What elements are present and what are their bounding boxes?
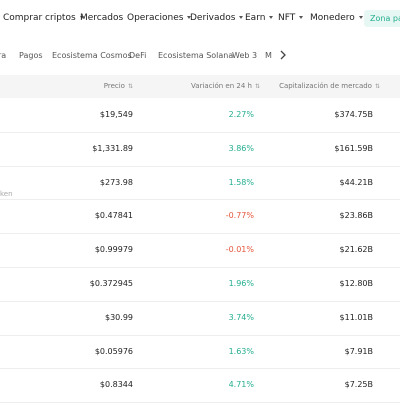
price: $1,331.89 xyxy=(92,143,133,153)
caret-icon xyxy=(79,16,84,19)
category-tab[interactable]: Pagos xyxy=(19,51,43,60)
category-tab[interactable]: ra xyxy=(0,51,7,60)
nav-item[interactable]: Comprar criptos xyxy=(3,13,84,23)
change: 1.58% xyxy=(228,177,254,187)
tabs-next-arrow[interactable] xyxy=(279,50,287,60)
nav-badge[interactable]: Zona para xyxy=(364,10,400,27)
column-header[interactable]: Variación en 24 h ⇅ xyxy=(191,82,260,90)
nav-item[interactable]: Operaciones xyxy=(127,13,192,23)
nav-item[interactable]: Mercados xyxy=(80,13,124,23)
price: $0.05976 xyxy=(94,346,133,356)
caret-icon xyxy=(187,16,192,19)
change: 4.71% xyxy=(228,380,254,390)
row-divider xyxy=(0,233,400,235)
token-subname: ken xyxy=(0,189,13,198)
row-divider xyxy=(0,131,400,133)
market-cap: $23.86B xyxy=(339,211,373,221)
market-cap: $21.62B xyxy=(339,245,373,255)
market-cap: $44.21B xyxy=(339,177,373,187)
price: $0.47841 xyxy=(94,211,133,221)
table-header xyxy=(0,75,400,98)
row-divider xyxy=(0,165,400,167)
row-divider xyxy=(0,368,400,370)
caret-icon xyxy=(358,16,363,19)
price: $0.99979 xyxy=(94,245,133,255)
caret-icon xyxy=(269,16,274,19)
change: 3.74% xyxy=(228,312,254,322)
header-text: Precio xyxy=(103,82,125,90)
nav-item[interactable]: NFT xyxy=(278,13,304,23)
market-cap: $12.80B xyxy=(339,278,373,288)
price: $19,549 xyxy=(99,109,133,119)
change: -0.01% xyxy=(225,245,254,255)
change: -0.77% xyxy=(225,211,254,221)
change: 1.63% xyxy=(228,346,254,356)
row-divider xyxy=(0,267,400,268)
change: 3.86% xyxy=(228,143,254,153)
nav-item[interactable]: Monedero xyxy=(310,13,363,23)
header-text: Capitalización de mercado xyxy=(279,82,372,90)
change: 1.96% xyxy=(228,278,254,288)
nav-item[interactable]: Derivados xyxy=(190,13,244,23)
price: $273.98 xyxy=(99,177,133,187)
top-nav xyxy=(0,0,400,38)
sort-icon: ⇅ xyxy=(254,83,260,90)
sort-icon: ⇅ xyxy=(374,83,380,90)
category-tab[interactable]: Web 3 xyxy=(232,51,258,60)
change: 2.27% xyxy=(228,109,254,119)
header-text: Variación en 24 h xyxy=(191,82,252,90)
caret-icon xyxy=(239,16,244,19)
row-divider xyxy=(0,334,400,336)
nav-item[interactable]: Earn xyxy=(245,13,274,23)
market-cap: $161.59B xyxy=(334,143,373,153)
category-tab[interactable]: M xyxy=(265,51,272,60)
sort-icon: ⇅ xyxy=(127,83,133,90)
row-divider xyxy=(0,199,400,201)
price: $0.372945 xyxy=(89,278,133,288)
market-cap: $374.75B xyxy=(334,109,373,119)
category-tab[interactable]: Ecosistema Solana xyxy=(158,51,234,60)
row-divider xyxy=(0,300,400,302)
caret-icon xyxy=(299,16,304,19)
column-header[interactable]: Precio ⇅ xyxy=(104,82,133,90)
price: $0.8344 xyxy=(99,380,133,390)
category-tab[interactable]: Ecosistema Cosmos xyxy=(52,51,132,60)
column-header[interactable]: Capitalización de mercado ⇅ xyxy=(279,82,380,90)
market-cap: $11.01B xyxy=(339,312,373,322)
market-cap: $7.25B xyxy=(344,380,373,390)
price: $30.99 xyxy=(105,312,133,322)
market-cap: $7.91B xyxy=(344,346,373,356)
category-tab[interactable]: DeFi xyxy=(129,51,147,60)
